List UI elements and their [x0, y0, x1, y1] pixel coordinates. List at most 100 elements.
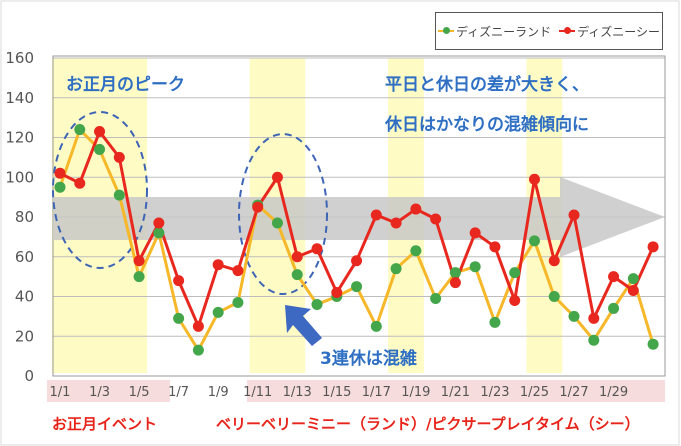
data-point-s1-7	[192, 320, 204, 332]
data-point-s0-16	[370, 320, 382, 332]
data-point-s1-8	[212, 259, 224, 271]
data-point-s0-17	[390, 263, 402, 275]
event-berry: ベリーベリーミニー（ランド）/ピクサープレイタイム（シー）	[216, 415, 640, 433]
data-point-s1-18	[410, 203, 422, 215]
data-point-s1-11	[271, 171, 283, 183]
data-point-s1-21	[469, 227, 481, 239]
legend-label-sea: ディズニーシー	[577, 24, 661, 39]
y-tick-label: 140	[5, 89, 34, 107]
peak-ellipse-new-year	[52, 111, 148, 269]
data-point-s1-22	[489, 241, 501, 253]
event-band-berry	[247, 380, 665, 402]
data-point-s0-3	[113, 189, 125, 201]
data-point-s1-5	[153, 217, 165, 229]
data-point-s0-21	[469, 261, 481, 273]
x-tick-label: 1/29	[599, 385, 628, 400]
x-tick-label: 1/15	[322, 385, 351, 400]
data-point-s1-2	[94, 126, 106, 138]
data-point-s0-28	[608, 302, 620, 314]
data-point-s1-6	[173, 275, 185, 287]
data-point-s0-19	[430, 292, 442, 304]
blue-arrow-icon	[285, 305, 322, 346]
data-point-s0-18	[410, 245, 422, 257]
data-point-s1-27	[588, 312, 600, 324]
legend-item-land: ディズニーランド	[437, 23, 552, 40]
legend-marker-sea	[559, 27, 576, 35]
data-point-s0-20	[449, 267, 461, 279]
legend-marker-land	[437, 27, 454, 35]
data-point-s0-27	[588, 334, 600, 346]
trend-arrow	[53, 177, 665, 257]
x-tick-label: 1/25	[520, 385, 549, 400]
y-tick-label: 20	[15, 327, 34, 345]
y-tick-label: 80	[15, 208, 34, 226]
data-point-s0-30	[647, 338, 659, 350]
data-point-s1-0	[54, 167, 66, 179]
data-point-s0-15	[351, 281, 363, 293]
x-tick-label: 1/13	[283, 385, 312, 400]
data-point-s0-6	[173, 312, 185, 324]
data-point-s0-7	[192, 344, 204, 356]
y-tick-label: 160	[5, 49, 34, 67]
data-point-s1-13	[311, 243, 323, 255]
x-tick-label: 1/5	[129, 385, 150, 400]
data-point-s0-22	[489, 316, 501, 328]
data-point-s1-29	[627, 285, 639, 297]
data-point-s0-5	[153, 227, 165, 239]
data-point-s0-11	[271, 217, 283, 229]
x-tick-label: 1/11	[243, 385, 272, 400]
data-point-s1-20	[449, 277, 461, 289]
peak-ellipse-weekend	[238, 133, 328, 295]
data-point-s1-23	[509, 294, 521, 306]
data-point-s1-15	[351, 255, 363, 267]
data-point-s1-14	[331, 287, 343, 299]
x-tick-label: 1/9	[208, 385, 229, 400]
data-point-s1-26	[568, 209, 580, 221]
data-point-s1-9	[232, 265, 244, 277]
event-new-year: お正月イベント	[52, 415, 158, 433]
data-point-s0-12	[291, 269, 303, 281]
x-tick-label: 1/3	[89, 385, 110, 400]
annotation-weekday-note-1: 平日と休日の差が大きく、	[385, 75, 589, 95]
data-point-s1-24	[528, 173, 540, 185]
data-point-s0-25	[548, 291, 560, 302]
data-point-s0-2	[94, 143, 106, 155]
legend: ディズニーランド ディズニーシー	[435, 12, 663, 50]
annotation-three-day-weekend: 3連休は混雑	[320, 349, 417, 369]
data-point-s0-4	[133, 271, 145, 283]
data-point-s0-1	[74, 124, 86, 136]
annotation-new-year-peak: お正月のピーク	[66, 75, 185, 95]
data-point-s1-1	[74, 177, 86, 189]
data-point-s0-26	[568, 310, 580, 322]
legend-label-land: ディズニーランド	[455, 24, 552, 39]
x-tick-label: 1/27	[559, 385, 588, 400]
data-point-s1-3	[113, 151, 125, 163]
x-tick-label: 1/19	[401, 385, 430, 400]
y-tick-label: 60	[15, 248, 34, 266]
data-point-s1-16	[370, 209, 382, 221]
x-tick-label: 1/21	[441, 385, 470, 400]
data-point-s0-24	[528, 235, 540, 247]
data-point-s1-10	[252, 201, 264, 213]
y-tick-label: 0	[24, 367, 34, 385]
data-point-s0-9	[232, 296, 244, 308]
y-tick-label: 100	[5, 168, 34, 186]
data-point-s0-13	[311, 298, 323, 310]
x-tick-label: 1/17	[362, 385, 391, 400]
x-tick-label: 1/1	[50, 385, 71, 400]
data-point-s1-30	[647, 241, 659, 253]
data-point-s0-29	[627, 273, 639, 285]
data-point-s1-12	[291, 251, 303, 263]
x-tick-label: 1/23	[480, 385, 509, 400]
annotation-weekday-note-2: 休日はかなりの混雑傾向に	[385, 115, 589, 135]
event-band-new-year	[47, 380, 170, 402]
data-point-s0-23	[509, 267, 521, 279]
legend-item-sea: ディズニーシー	[559, 23, 660, 40]
x-tick-label: 1/7	[168, 385, 189, 400]
data-point-s0-0	[54, 181, 66, 193]
data-point-s0-8	[212, 306, 224, 318]
y-tick-label: 40	[15, 288, 34, 306]
